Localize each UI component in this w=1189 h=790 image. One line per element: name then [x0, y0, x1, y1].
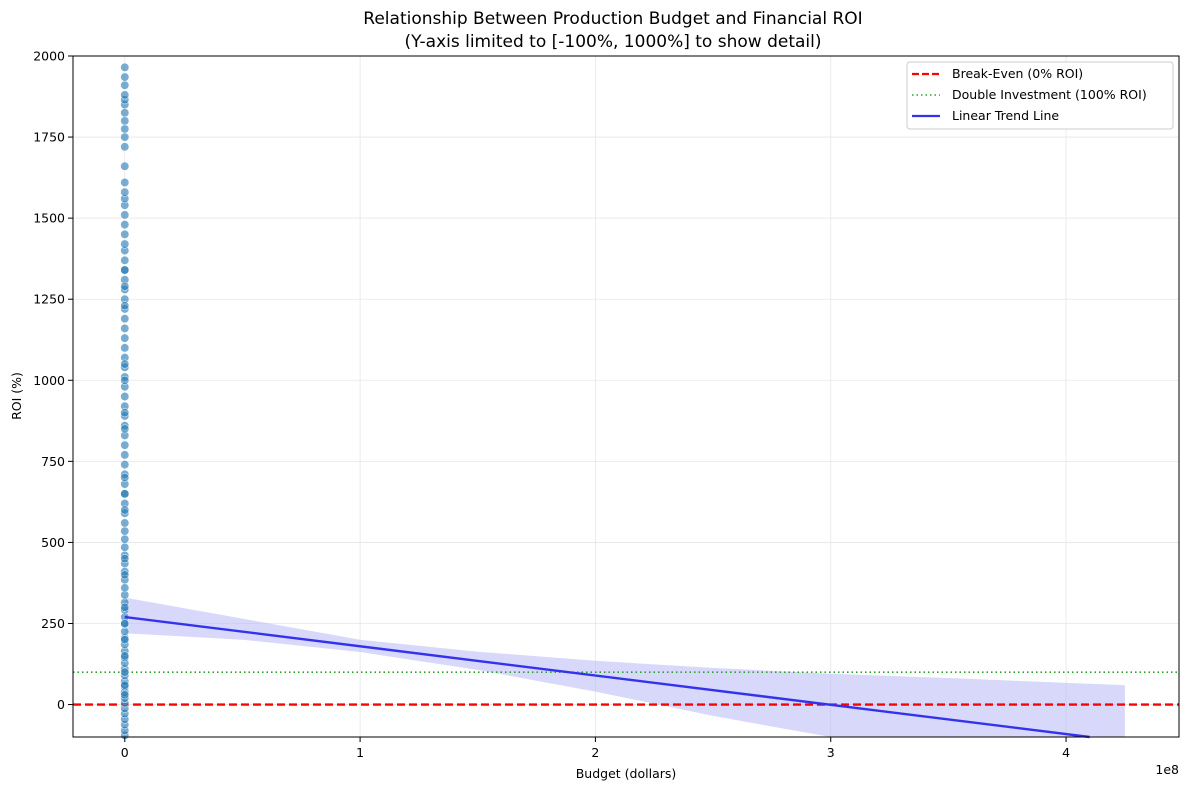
- scatter-point: [120, 187, 130, 197]
- scatter-point: [120, 505, 130, 515]
- scatter-point: [120, 343, 130, 353]
- scatter-point: [120, 635, 130, 645]
- scatter-point: [120, 440, 130, 450]
- scatter-point: [120, 255, 130, 265]
- x-tick-label: 3: [827, 745, 835, 760]
- scatter-point: [120, 408, 130, 418]
- scatter-point: [120, 80, 130, 90]
- y-axis-label: ROI (%): [9, 372, 24, 420]
- legend-box: [906, 61, 1174, 130]
- y-tick-label: 1750: [33, 130, 65, 145]
- confidence-band: [124, 597, 1125, 737]
- scatter-point: [120, 62, 130, 72]
- x-axis-offset-text: 1e8: [1155, 762, 1179, 777]
- scatter-point: [120, 667, 130, 677]
- scatter-point: [120, 619, 130, 628]
- scatter-point: [120, 161, 130, 171]
- scatter-point: [120, 602, 130, 612]
- scatter-point: [120, 651, 130, 661]
- y-axis-ticks: 0 250 500 750 1000 1250 1500 1750 2000: [33, 49, 73, 712]
- linear-trend-line: [124, 615, 1090, 739]
- scatter-point: [120, 489, 130, 499]
- scatter-point: [120, 690, 130, 700]
- x-axis-ticks: 0 1 2 3 4: [121, 737, 1070, 760]
- scatter-point: [120, 124, 130, 134]
- scatter-points: [120, 62, 130, 740]
- scatter-point: [120, 239, 130, 249]
- x-axis-label: Budget (dollars): [576, 766, 677, 781]
- scatter-point: [120, 281, 130, 291]
- x-tick-label: 0: [121, 745, 129, 760]
- scatter-point: [120, 265, 130, 275]
- scatter-point: [120, 518, 130, 528]
- y-tick-label: 1000: [33, 373, 65, 388]
- scatter-point: [120, 301, 130, 311]
- scatter-point: [120, 450, 130, 460]
- scatter-point: [120, 583, 130, 593]
- confidence-band-layer: [124, 597, 1125, 737]
- x-tick-label: 4: [1062, 745, 1070, 760]
- scatter-point: [120, 314, 130, 324]
- scatter-point: [120, 526, 130, 536]
- y-tick-label: 0: [57, 697, 65, 712]
- legend-label-break-even: Break-Even (0% ROI): [952, 66, 1083, 81]
- scatter-point: [120, 424, 130, 434]
- legend-label-trend-line: Linear Trend Line: [952, 108, 1059, 123]
- scatter-point: [120, 680, 130, 690]
- scatter-point: [120, 90, 130, 100]
- scatter-point: [120, 116, 130, 126]
- scatter-point: [120, 178, 130, 187]
- x-tick-label: 1: [356, 745, 364, 760]
- scatter-point: [120, 554, 130, 564]
- scatter-point: [120, 108, 130, 118]
- scatter-point: [120, 220, 130, 230]
- reference-lines: [73, 671, 1179, 706]
- scatter-point: [120, 542, 130, 552]
- chart-title-line2: (Y-axis limited to [-100%, 1000%] to sho…: [405, 32, 822, 52]
- x-tick-label: 2: [591, 745, 599, 760]
- scatter-point: [120, 375, 130, 385]
- legend: Break-Even (0% ROI) Double Investment (1…: [906, 61, 1174, 130]
- scatter-point: [120, 534, 130, 544]
- trend-line-layer: [124, 615, 1090, 739]
- scatter-point: [120, 210, 130, 220]
- y-tick-label: 250: [41, 616, 65, 631]
- plot-area-frame: [72, 55, 1180, 738]
- y-tick-label: 1500: [33, 211, 65, 226]
- scatter-point: [120, 142, 130, 152]
- scatter-point: [120, 627, 130, 637]
- scatter-point: [120, 392, 130, 401]
- scatter-point: [120, 473, 130, 483]
- scatter-point: [120, 359, 130, 369]
- chart-title-line1: Relationship Between Production Budget a…: [363, 9, 862, 29]
- scatter-point: [120, 333, 130, 343]
- y-tick-label: 500: [41, 535, 65, 550]
- legend-label-double-investment: Double Investment (100% ROI): [952, 87, 1147, 102]
- y-tick-label: 1250: [33, 292, 65, 307]
- scatter-point: [120, 132, 130, 142]
- scatter-point: [120, 72, 130, 82]
- scatter-point: [120, 570, 130, 580]
- scatter-point: [120, 460, 130, 470]
- scatter-point: [120, 323, 130, 333]
- y-tick-label: 2000: [33, 49, 65, 64]
- y-tick-label: 750: [41, 454, 65, 469]
- scatter-point: [120, 229, 130, 239]
